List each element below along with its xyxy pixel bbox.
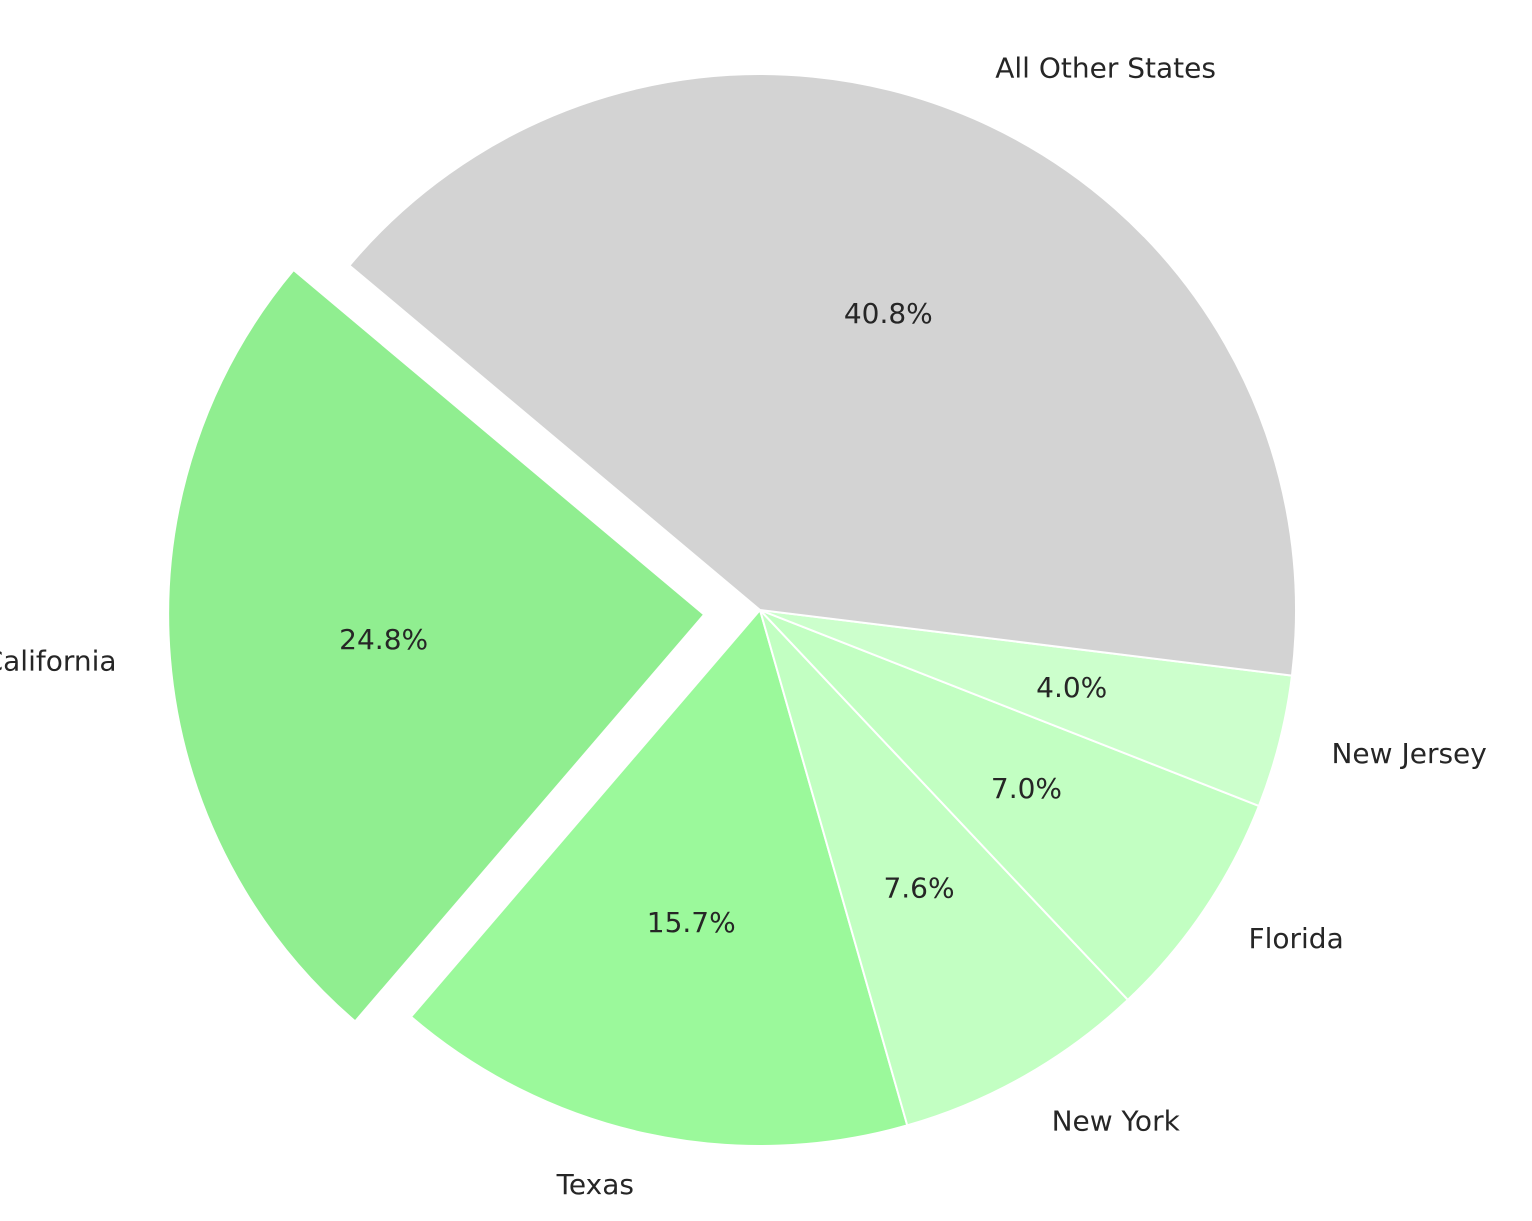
- slice-label-all-other-states: All Other States: [995, 51, 1216, 84]
- percent-label-new-york: 7.6%: [883, 872, 954, 905]
- percent-label-texas: 15.7%: [647, 906, 736, 939]
- pie-slice-california: [167, 269, 706, 1023]
- pie-slice-all-other-states: [348, 73, 1297, 677]
- slice-label-florida: Florida: [1248, 922, 1343, 955]
- pie-slice-florida: [759, 609, 1260, 1001]
- pie-slices: [167, 73, 1297, 1147]
- slice-label-new-york: New York: [1052, 1104, 1181, 1137]
- percent-label-new-jersey: 4.0%: [1036, 671, 1107, 704]
- percent-label-all-other-states: 40.8%: [844, 297, 933, 330]
- pie-slice-new-york: [759, 609, 1129, 1127]
- slice-label-texas: Texas: [556, 1168, 634, 1201]
- pie-labels: California 24.8% Texas 15.7% New York 7.6% Flo…: [0, 51, 1487, 1201]
- pie-slice-texas: [409, 609, 909, 1147]
- percent-label-california: 24.8%: [339, 623, 428, 656]
- percent-label-florida: 7.0%: [991, 772, 1062, 805]
- slice-label-new-jersey: New Jersey: [1331, 737, 1486, 770]
- slice-label-california: California: [0, 645, 117, 678]
